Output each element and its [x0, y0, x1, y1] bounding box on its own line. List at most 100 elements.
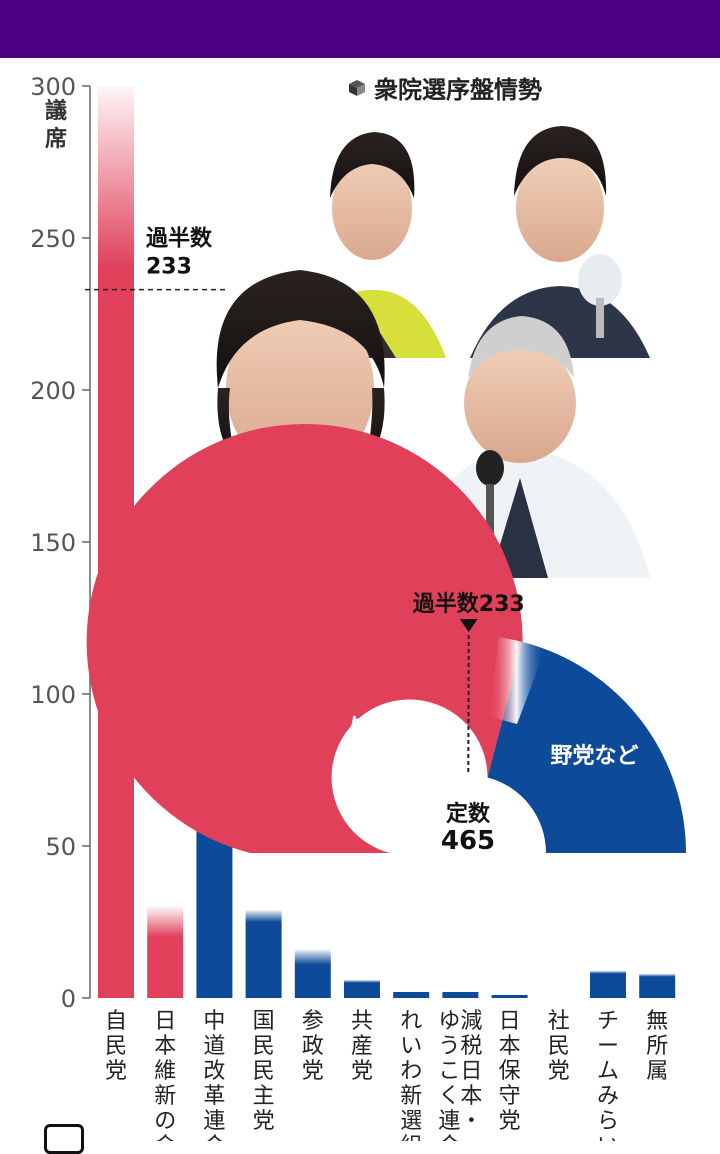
svg-text:保: 保 [499, 1059, 521, 1084]
svg-text:合: 合 [203, 1134, 225, 1141]
svg-text:党: 党 [105, 1059, 127, 1084]
svg-text:産: 産 [351, 1034, 373, 1059]
bar-9 [492, 995, 528, 998]
screenshot-icon[interactable] [44, 1124, 84, 1154]
svg-text:こ: こ [438, 1059, 460, 1084]
svg-text:共: 共 [351, 1009, 373, 1034]
x-label-5: 参政党 [302, 1009, 324, 1084]
svg-text:道: 道 [203, 1034, 225, 1059]
svg-text:政: 政 [302, 1034, 324, 1059]
svg-text:本: 本 [154, 1034, 176, 1059]
x-label-2: 日本維新の会 [154, 1009, 176, 1141]
svg-text:民: 民 [105, 1034, 127, 1059]
svg-text:く: く [438, 1084, 460, 1109]
top-bar [0, 0, 720, 58]
cube-icon [349, 80, 365, 96]
svg-text:自: 自 [105, 1009, 127, 1034]
svg-text:新: 新 [400, 1084, 422, 1109]
svg-text:改: 改 [203, 1059, 225, 1084]
chart-title-text: 衆院選序盤情勢 [374, 76, 542, 104]
svg-text:い: い [597, 1134, 619, 1141]
svg-text:ゆ: ゆ [438, 1009, 460, 1034]
svg-text:中: 中 [203, 1009, 225, 1034]
svg-text:属: 属 [646, 1059, 668, 1084]
x-label-10: 社民党 [548, 1009, 570, 1084]
y-tick-label: 0 [61, 985, 76, 1013]
svg-text:党: 党 [253, 1109, 275, 1134]
x-label-12: 無所属 [646, 1009, 668, 1084]
majority-label: 過半数 [146, 226, 213, 252]
y-tick-label: 250 [30, 225, 76, 253]
bar-8 [442, 992, 478, 998]
y-axis-label-char: 席 [45, 126, 67, 152]
bar-6 [344, 980, 380, 998]
svg-text:本: 本 [460, 1084, 482, 1109]
bar-11 [590, 971, 626, 998]
bar-7 [393, 992, 429, 998]
donut-majority-label: 過半数233 [413, 591, 525, 617]
y-tick-label: 50 [45, 833, 76, 861]
donut-total-label: 定数 [446, 801, 491, 827]
svg-text:日: 日 [460, 1059, 482, 1084]
svg-text:税: 税 [460, 1034, 482, 1059]
svg-text:合: 合 [438, 1134, 460, 1141]
chart-title: 衆院選序盤情勢 [349, 76, 542, 104]
svg-text:み: み [597, 1084, 619, 1109]
svg-text:維: 維 [154, 1059, 176, 1084]
svg-text:い: い [400, 1034, 422, 1059]
svg-text:ら: ら [597, 1109, 619, 1134]
svg-text:民: 民 [548, 1034, 570, 1059]
svg-text:本: 本 [499, 1034, 521, 1059]
x-label-1: 自民党 [105, 1009, 127, 1084]
y-axis-label: 議席 [45, 98, 67, 152]
seat-projection-chart: 衆院選序盤情勢 0 50 100 150 200 250 300 議席 過半数 233 与党… [0, 58, 720, 1141]
svg-text:わ: わ [400, 1059, 422, 1084]
donut-slice-label-1: 与党 [348, 715, 392, 740]
svg-text:民: 民 [253, 1034, 275, 1059]
svg-text:チ: チ [597, 1009, 619, 1034]
y-axis: 0 50 100 150 200 250 300 [30, 73, 90, 1013]
y-tick-label: 150 [30, 529, 76, 557]
svg-text:主: 主 [253, 1084, 275, 1109]
svg-text:守: 守 [499, 1084, 521, 1109]
y-tick-label: 100 [30, 681, 76, 709]
donut-slice-1 [87, 424, 523, 853]
svg-text:所: 所 [646, 1034, 668, 1059]
svg-text:無: 無 [646, 1009, 668, 1034]
donut-total-value: 465 [441, 826, 495, 856]
bar-12 [639, 974, 675, 998]
svg-text:ー: ー [597, 1034, 619, 1059]
svg-text:党: 党 [548, 1059, 570, 1084]
y-tick-label: 300 [30, 73, 76, 101]
majority-value: 233 [146, 255, 192, 280]
bar-4 [246, 910, 282, 998]
x-label-6: 共産党 [351, 1009, 373, 1084]
svg-text:連: 連 [438, 1109, 460, 1134]
svg-text:参: 参 [302, 1009, 324, 1034]
svg-text:の: の [154, 1109, 176, 1134]
x-label-3: 中道改革連合 [203, 1009, 225, 1141]
donut-slice-label-2: 野党など [551, 744, 639, 769]
svg-text:民: 民 [253, 1059, 275, 1084]
svg-text:組: 組 [400, 1134, 422, 1141]
svg-text:党: 党 [499, 1109, 521, 1134]
svg-text:ム: ム [597, 1059, 619, 1084]
svg-text:会: 会 [154, 1134, 176, 1141]
y-tick-label: 200 [30, 377, 76, 405]
svg-text:日: 日 [499, 1009, 521, 1034]
svg-text:党: 党 [302, 1059, 324, 1084]
svg-text:選: 選 [400, 1109, 422, 1134]
y-axis-label-char: 議 [45, 98, 67, 124]
bar-2 [147, 907, 183, 998]
x-axis-labels: 自民党日本維新の会中道改革連合国民民主党参政党共産党れいわ新選組減税日本・ゆうこ… [105, 1009, 668, 1141]
svg-text:社: 社 [548, 1009, 570, 1034]
svg-text:革: 革 [203, 1084, 225, 1109]
svg-text:国: 国 [253, 1009, 275, 1034]
svg-text:日: 日 [154, 1009, 176, 1034]
svg-text:・: ・ [460, 1109, 482, 1134]
svg-text:う: う [438, 1034, 460, 1059]
svg-text:れ: れ [400, 1009, 422, 1034]
